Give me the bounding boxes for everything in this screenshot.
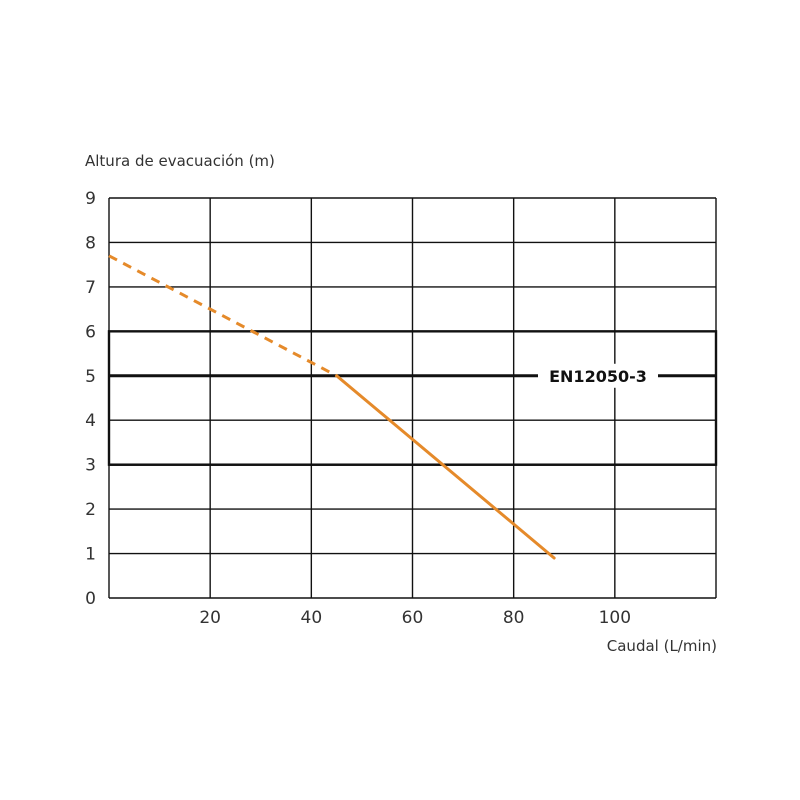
y-tick-label: 6 (85, 322, 96, 342)
y-tick-label: 5 (85, 367, 96, 387)
curve-dashed-segment (108, 254, 338, 378)
y-axis-label: Altura de evacuación (m) (85, 152, 275, 170)
y-tick-label: 3 (85, 456, 96, 476)
y-tick-label: 9 (85, 189, 96, 209)
y-tick-label: 7 (85, 278, 96, 298)
x-tick-label: 40 (301, 608, 323, 628)
reference-band: EN12050-3 (107, 330, 718, 466)
x-tick-label: 80 (503, 608, 525, 628)
x-axis-label: Caudal (L/min) (607, 637, 717, 655)
y-tick-label: 1 (85, 545, 96, 565)
reference-label-bg (538, 363, 658, 388)
y-tick-label: 8 (85, 233, 96, 253)
x-tick-label: 60 (402, 608, 424, 628)
y-tick-label: 0 (85, 589, 96, 609)
curve-solid-segment (335, 374, 556, 560)
x-tick-label: 100 (599, 608, 631, 628)
grid (108, 197, 717, 599)
x-tick-label: 20 (199, 608, 221, 628)
reference-line-label: EN12050-3 (549, 367, 647, 386)
y-tick-labels: 0 1 2 3 4 5 6 7 8 9 (85, 189, 96, 609)
y-tick-label: 4 (85, 411, 96, 431)
series-group (108, 254, 556, 560)
x-tick-labels: 20 40 60 80 100 (199, 608, 631, 628)
y-tick-label: 2 (85, 500, 96, 520)
